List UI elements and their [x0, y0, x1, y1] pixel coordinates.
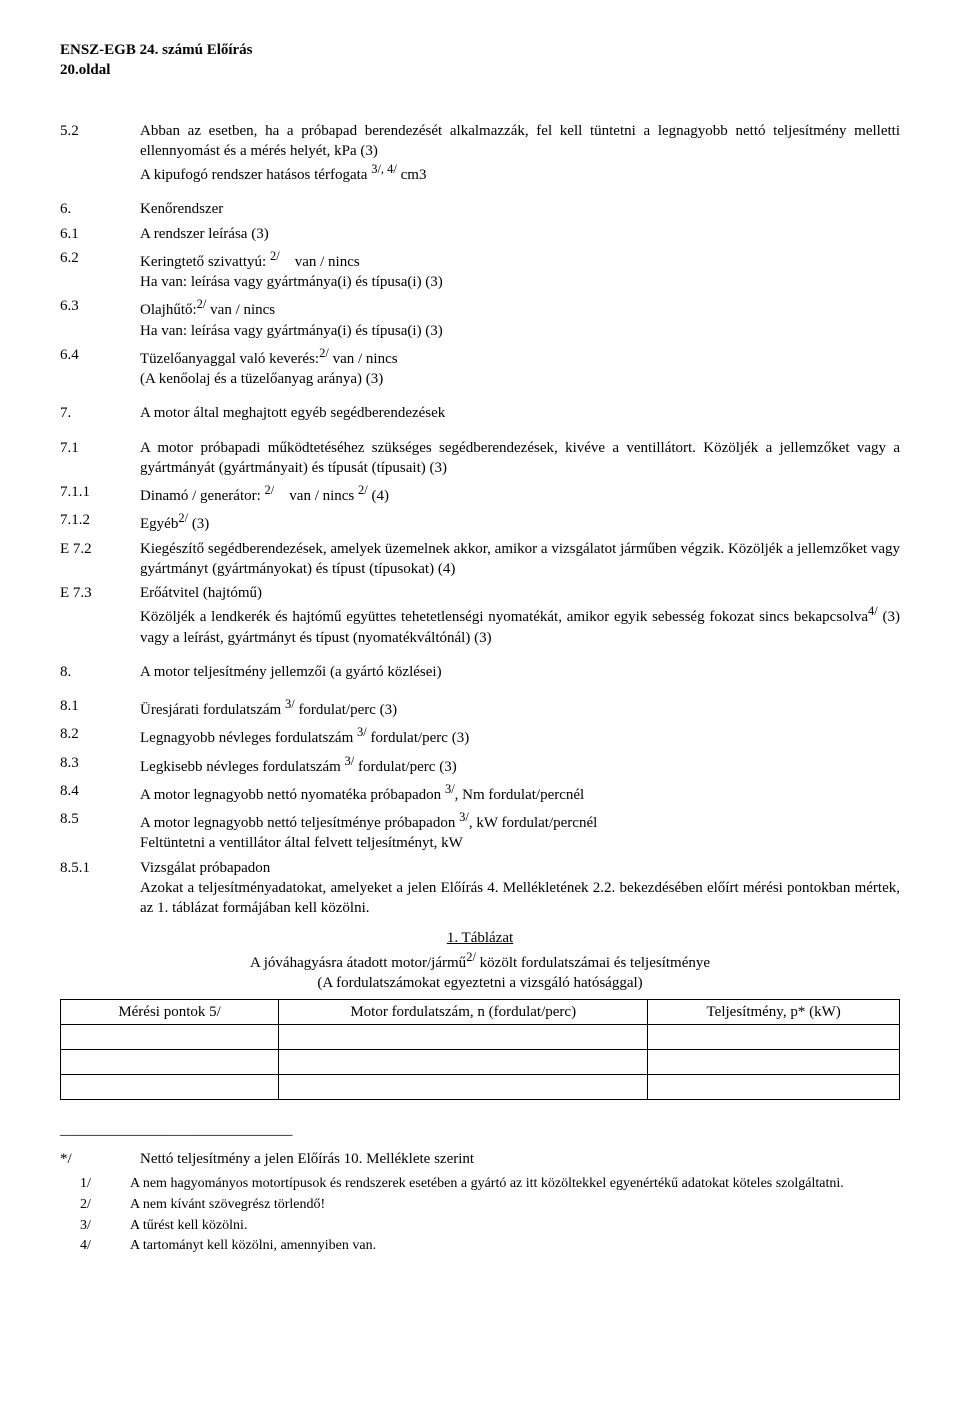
- entry: 7.1A motor próbapadi működtetéséhez szük…: [60, 438, 900, 479]
- entry: 7.A motor által meghajtott egyéb segédbe…: [60, 403, 900, 423]
- entry-num: 6.2: [60, 248, 140, 293]
- entry-body: Kiegészítő segédberendezések, amelyek üz…: [140, 539, 900, 580]
- main-footnote-num: */: [60, 1149, 140, 1169]
- entry-body: Egyéb2/ (3): [140, 510, 900, 534]
- entry-body: Legnagyobb névleges fordulatszám 3/ ford…: [140, 724, 900, 748]
- table-cell: [648, 1025, 900, 1050]
- entry: 8.3Legkisebb névleges fordulatszám 3/ fo…: [60, 753, 900, 777]
- footnote-num: 4/: [60, 1237, 130, 1256]
- entry: 6.3Olajhűtő:2/ van / nincsHa van: leírás…: [60, 296, 900, 341]
- entry-body: Abban az esetben, ha a próbapad berendez…: [140, 121, 900, 186]
- entry-body: Legkisebb névleges fordulatszám 3/ fordu…: [140, 753, 900, 777]
- footnote-body: A nem kívánt szövegrész törlendő!: [130, 1196, 900, 1215]
- table-cell: [648, 1050, 900, 1075]
- entry-body: Olajhűtő:2/ van / nincsHa van: leírása v…: [140, 296, 900, 341]
- entry-num: 7.: [60, 403, 140, 423]
- entry-num: 7.1.2: [60, 510, 140, 534]
- entry: E 7.3Erőátvitel (hajtómű)Közöljék a lend…: [60, 583, 900, 648]
- main-footnote: */ Nettó teljesítmény a jelen Előírás 10…: [60, 1149, 900, 1169]
- entry-num: 6.: [60, 199, 140, 219]
- entry: 5.2Abban az esetben, ha a próbapad beren…: [60, 121, 900, 186]
- entry-num: 6.3: [60, 296, 140, 341]
- entry-num: 8.5: [60, 809, 140, 854]
- table-caption-1: A jóváhagyásra átadott motor/jármű2/ köz…: [60, 949, 900, 973]
- sections: 5.2Abban az esetben, ha a próbapad beren…: [60, 121, 900, 919]
- footnote-body: A nem hagyományos motortípusok és rendsz…: [130, 1175, 900, 1194]
- entry-num: 8.1: [60, 696, 140, 720]
- entry-body: Dinamó / generátor: 2/ van / nincs 2/ (4…: [140, 482, 900, 506]
- entry-body: A motor teljesítmény jellemzői (a gyártó…: [140, 662, 900, 682]
- table-cell: [279, 1075, 648, 1100]
- entry: 8.5A motor legnagyobb nettó teljesítmény…: [60, 809, 900, 854]
- col-header-0: Mérési pontok 5/: [61, 1000, 279, 1025]
- entry: 6.Kenőrendszer: [60, 199, 900, 219]
- data-table: Mérési pontok 5/ Motor fordulatszám, n (…: [60, 999, 900, 1100]
- header-line2: 20.oldal: [60, 60, 900, 80]
- table-row: [61, 1025, 900, 1050]
- footnote: 2/A nem kívánt szövegrész törlendő!: [60, 1196, 900, 1215]
- table-cell: [61, 1025, 279, 1050]
- entry: 8.A motor teljesítmény jellemzői (a gyár…: [60, 662, 900, 682]
- entry-body: Kenőrendszer: [140, 199, 900, 219]
- entry-body: A motor legnagyobb nettó nyomatéka próba…: [140, 781, 900, 805]
- table-cell: [61, 1075, 279, 1100]
- entry-body: A motor próbapadi működtetéséhez szükség…: [140, 438, 900, 479]
- entry-num: 6.1: [60, 224, 140, 244]
- entry-num: 5.2: [60, 121, 140, 186]
- table-title: 1. Táblázat: [60, 928, 900, 948]
- entry-num: 8.: [60, 662, 140, 682]
- page-header: ENSZ-EGB 24. számú Előírás 20.oldal: [60, 40, 900, 81]
- footnotes-divider: _______________________________: [60, 1120, 900, 1140]
- entry: 6.1A rendszer leírása (3): [60, 224, 900, 244]
- table-cell: [279, 1025, 648, 1050]
- entry-num: 8.4: [60, 781, 140, 805]
- table-caption-2: (A fordulatszámokat egyeztetni a vizsgál…: [60, 973, 900, 993]
- entry-body: Üresjárati fordulatszám 3/ fordulat/perc…: [140, 696, 900, 720]
- table-row: [61, 1075, 900, 1100]
- footnote-num: 2/: [60, 1196, 130, 1215]
- entry: 7.1.2Egyéb2/ (3): [60, 510, 900, 534]
- entry-num: 8.5.1: [60, 858, 140, 919]
- table-row: [61, 1050, 900, 1075]
- entry: 8.1Üresjárati fordulatszám 3/ fordulat/p…: [60, 696, 900, 720]
- footnote-body: A tűrést kell közölni.: [130, 1217, 900, 1236]
- entry-num: E 7.3: [60, 583, 140, 648]
- entry-num: 7.1: [60, 438, 140, 479]
- table-cell: [61, 1050, 279, 1075]
- table-cell: [279, 1050, 648, 1075]
- entry-body: Tüzelőanyaggal való keverés:2/ van / nin…: [140, 345, 900, 390]
- col-header-2: Teljesítmény, p* (kW): [648, 1000, 900, 1025]
- entry-body: Vizsgálat próbapadonAzokat a teljesítmén…: [140, 858, 900, 919]
- entry: 6.2Keringtető szivattyú: 2/ van / nincsH…: [60, 248, 900, 293]
- footnote: 4/A tartományt kell közölni, amennyiben …: [60, 1237, 900, 1256]
- entry-body: Erőátvitel (hajtómű)Közöljék a lendkerék…: [140, 583, 900, 648]
- entry: 8.4A motor legnagyobb nettó nyomatéka pr…: [60, 781, 900, 805]
- entry-num: 8.3: [60, 753, 140, 777]
- entry: 8.5.1Vizsgálat próbapadonAzokat a teljes…: [60, 858, 900, 919]
- header-line1: ENSZ-EGB 24. számú Előírás: [60, 40, 900, 60]
- table-cell: [648, 1075, 900, 1100]
- col-header-1: Motor fordulatszám, n (fordulat/perc): [279, 1000, 648, 1025]
- entry: 8.2Legnagyobb névleges fordulatszám 3/ f…: [60, 724, 900, 748]
- footnote-num: 3/: [60, 1217, 130, 1236]
- footnotes: 1/A nem hagyományos motortípusok és rend…: [60, 1175, 900, 1257]
- entry-num: 6.4: [60, 345, 140, 390]
- table-header-row: Mérési pontok 5/ Motor fordulatszám, n (…: [61, 1000, 900, 1025]
- entry: E 7.2Kiegészítő segédberendezések, amely…: [60, 539, 900, 580]
- footnote: 3/A tűrést kell közölni.: [60, 1217, 900, 1236]
- entry-body: A motor legnagyobb nettó teljesítménye p…: [140, 809, 900, 854]
- entry-body: A motor által meghajtott egyéb segédbere…: [140, 403, 900, 423]
- entry-body: A rendszer leírása (3): [140, 224, 900, 244]
- entry-num: 7.1.1: [60, 482, 140, 506]
- entry-num: 8.2: [60, 724, 140, 748]
- entry-num: E 7.2: [60, 539, 140, 580]
- entry: 6.4Tüzelőanyaggal való keverés:2/ van / …: [60, 345, 900, 390]
- entry-body: Keringtető szivattyú: 2/ van / nincsHa v…: [140, 248, 900, 293]
- footnote-num: 1/: [60, 1175, 130, 1194]
- entry: 7.1.1Dinamó / generátor: 2/ van / nincs …: [60, 482, 900, 506]
- footnote-body: A tartományt kell közölni, amennyiben va…: [130, 1237, 900, 1256]
- footnote: 1/A nem hagyományos motortípusok és rend…: [60, 1175, 900, 1194]
- main-footnote-body: Nettó teljesítmény a jelen Előírás 10. M…: [140, 1149, 900, 1169]
